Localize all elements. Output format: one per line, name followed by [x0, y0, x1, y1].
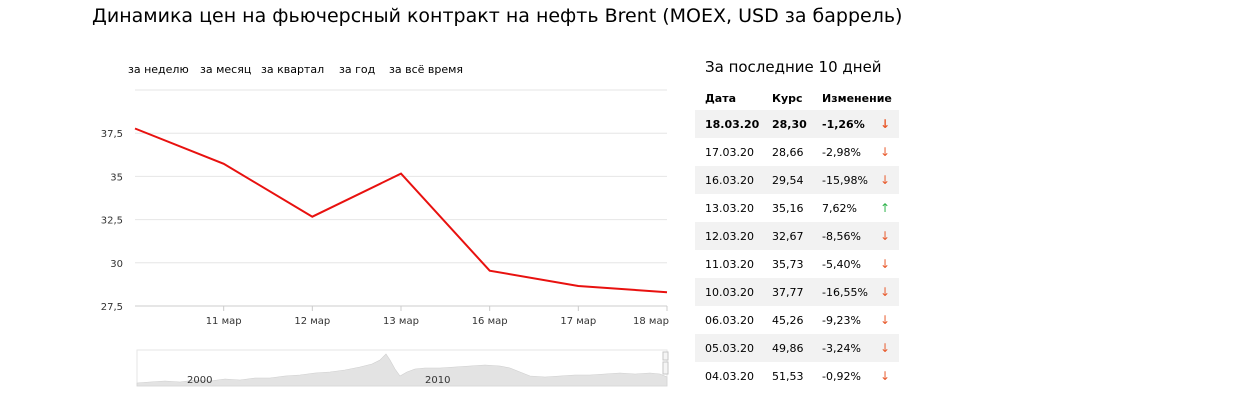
row-date: 06.03.20: [705, 313, 754, 327]
row-change: -8,56%: [822, 222, 880, 250]
table-row: 05.03.20 49,86 -3,24% ↓: [695, 334, 899, 362]
navigator-label-2010: 2010: [425, 375, 450, 386]
row-rate: 37,77: [772, 278, 822, 306]
period-year[interactable]: за год: [339, 63, 376, 76]
row-rate: 49,86: [772, 334, 822, 362]
range-navigator[interactable]: 2000 2010: [136, 349, 669, 387]
y-tick-label: 30: [110, 259, 123, 270]
y-tick-label: 35: [110, 172, 123, 183]
row-rate: 32,67: [772, 222, 822, 250]
arrow-down-icon: ↓: [880, 334, 899, 362]
price-line-chart: 27,5 30 32,5 35 37,5 11 мар 12 мар 13 мар 16 ма…: [101, 89, 669, 387]
table-header-row: Дата Курс Изменение: [695, 86, 899, 110]
table-row: 06.03.20 45,26 -9,23% ↓: [695, 306, 899, 334]
y-tick-label: 37,5: [101, 129, 123, 140]
row-date: 11.03.20: [705, 257, 754, 271]
row-rate: 28,30: [772, 110, 822, 138]
arrow-down-icon: ↓: [880, 369, 891, 383]
navigator-handle[interactable]: [662, 361, 669, 375]
row-rate: 28,66: [772, 145, 804, 159]
quotes-table: Дата Курс Изменение 18.03.20 28,30 -1,26% ↓…: [695, 86, 899, 390]
table-row: 18.03.20 28,30 -1,26% ↓: [695, 110, 899, 138]
table-row: 04.03.20 51,53 -0,92% ↓: [695, 362, 899, 390]
row-date: 13.03.20: [705, 201, 754, 215]
period-week[interactable]: за неделю: [128, 63, 189, 76]
navigator-label-2000: 2000: [187, 375, 212, 386]
row-rate: 35,73: [772, 257, 804, 271]
arrow-down-icon: ↓: [880, 257, 891, 271]
row-change: -3,24%: [822, 334, 880, 362]
x-tick-label: 12 мар: [294, 316, 330, 327]
header-rate: Курс: [772, 91, 803, 105]
row-change: -15,98%: [822, 166, 880, 194]
row-change: 7,62%: [822, 201, 857, 215]
row-change: -5,40%: [822, 257, 861, 271]
table-row: 12.03.20 32,67 -8,56% ↓: [695, 222, 899, 250]
period-month[interactable]: за месяц: [200, 63, 252, 76]
row-date: 17.03.20: [705, 145, 754, 159]
row-date: 16.03.20: [695, 166, 772, 194]
header-change: Изменение: [822, 91, 892, 105]
x-tick-label: 16 мар: [472, 316, 508, 327]
header-date: Дата: [705, 91, 737, 105]
table-row: 11.03.20 35,73 -5,40% ↓: [695, 250, 899, 278]
row-change: -0,92%: [822, 369, 861, 383]
row-change: -9,23%: [822, 313, 861, 327]
arrow-down-icon: ↓: [880, 278, 899, 306]
table-row: 16.03.20 29,54 -15,98% ↓: [695, 166, 899, 194]
row-date: 04.03.20: [705, 369, 754, 383]
arrow-down-icon: ↓: [880, 166, 899, 194]
row-change: -1,26%: [822, 110, 880, 138]
table-row: 10.03.20 37,77 -16,55% ↓: [695, 278, 899, 306]
y-tick-label: 27,5: [101, 302, 123, 313]
table-title: За последние 10 дней: [705, 58, 882, 76]
arrow-up-icon: ↑: [880, 201, 891, 215]
arrow-down-icon: ↓: [880, 222, 899, 250]
arrow-down-icon: ↓: [880, 313, 891, 327]
row-change: -2,98%: [822, 145, 861, 159]
price-series-line: [134, 127, 668, 294]
x-tick-label: 18 мар: [633, 316, 669, 327]
table-row: 13.03.20 35,16 7,62% ↑: [695, 194, 899, 222]
row-date: 10.03.20: [695, 278, 772, 306]
row-rate: 51,53: [772, 369, 804, 383]
period-quarter[interactable]: за квартал: [261, 63, 325, 76]
row-date: 12.03.20: [695, 222, 772, 250]
row-date: 05.03.20: [695, 334, 772, 362]
row-rate: 29,54: [772, 166, 822, 194]
row-rate: 45,26: [772, 313, 804, 327]
table-row: 17.03.20 28,66 -2,98% ↓: [695, 138, 899, 166]
x-tick-label: 11 мар: [206, 316, 242, 327]
row-rate: 35,16: [772, 201, 804, 215]
x-tick-label: 17 мар: [560, 316, 596, 327]
row-date: 18.03.20: [695, 110, 772, 138]
period-all-time[interactable]: за всё время: [389, 63, 464, 76]
row-change: -16,55%: [822, 278, 880, 306]
arrow-down-icon: ↓: [880, 110, 899, 138]
arrow-down-icon: ↓: [880, 145, 891, 159]
x-tick-label: 13 мар: [383, 316, 419, 327]
navigator-handle-top[interactable]: [662, 351, 669, 361]
navigator-history-area: [136, 353, 668, 387]
y-tick-label: 32,5: [101, 216, 123, 227]
chart-title: Динамика цен на фьючерсный контракт на н…: [92, 5, 903, 27]
